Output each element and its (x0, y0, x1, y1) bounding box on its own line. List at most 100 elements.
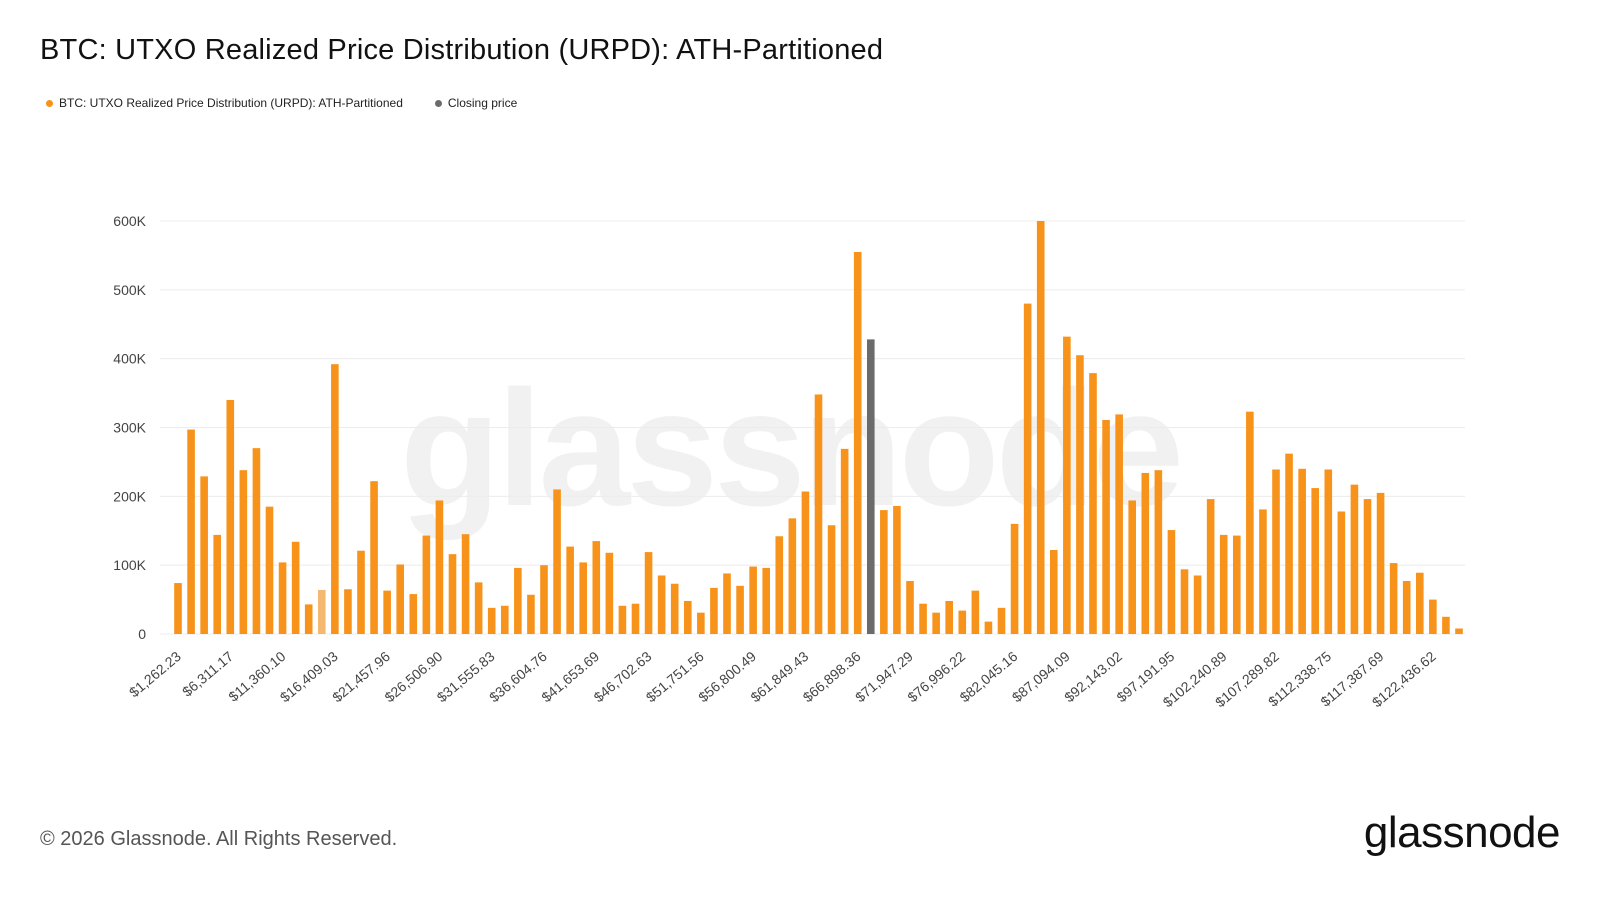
urpd-bar[interactable] (736, 585, 744, 634)
urpd-bar[interactable] (239, 470, 248, 634)
urpd-bar[interactable] (1402, 581, 1411, 634)
urpd-bar[interactable] (618, 605, 627, 634)
urpd-bar[interactable] (1193, 575, 1202, 634)
urpd-bar[interactable] (1272, 469, 1280, 634)
urpd-bar[interactable] (906, 581, 914, 634)
urpd-bar[interactable] (291, 541, 300, 634)
urpd-bar[interactable] (762, 567, 771, 634)
urpd-bar[interactable] (487, 607, 496, 634)
urpd-bar[interactable] (749, 566, 757, 634)
urpd-bar[interactable] (723, 573, 731, 634)
urpd-bar[interactable] (984, 621, 993, 634)
urpd-bar[interactable] (174, 583, 182, 634)
legend-item-closing-price[interactable]: Closing price (434, 96, 517, 110)
urpd-bar[interactable] (1102, 419, 1110, 634)
urpd-bar[interactable] (1259, 509, 1267, 634)
urpd-bar[interactable] (1298, 468, 1306, 634)
urpd-bar[interactable] (1455, 628, 1463, 634)
urpd-bar[interactable] (919, 603, 927, 634)
urpd-bar[interactable] (880, 510, 888, 634)
urpd-bar[interactable] (1076, 355, 1084, 634)
urpd-bar[interactable] (1442, 616, 1450, 634)
urpd-bar[interactable] (697, 612, 705, 634)
closing-price-bar[interactable] (866, 339, 875, 634)
urpd-bar[interactable] (670, 583, 679, 634)
urpd-bar[interactable] (500, 605, 509, 634)
urpd-bar[interactable] (1023, 303, 1032, 634)
urpd-bar[interactable] (540, 565, 548, 634)
urpd-bar[interactable] (801, 491, 810, 634)
urpd-bar[interactable] (1128, 500, 1137, 634)
legend-item-urpd[interactable]: BTC: UTXO Realized Price Distribution (U… (46, 96, 403, 110)
urpd-bar[interactable] (997, 607, 1006, 634)
urpd-bar[interactable] (971, 590, 980, 634)
urpd-bar[interactable] (1285, 453, 1293, 634)
urpd-bar[interactable] (1363, 499, 1372, 634)
urpd-bar[interactable] (383, 590, 391, 634)
urpd-bar[interactable] (1311, 488, 1320, 634)
urpd-bar[interactable] (304, 604, 313, 634)
urpd-bar[interactable] (932, 612, 940, 634)
urpd-bar[interactable] (644, 552, 653, 634)
urpd-bar[interactable] (344, 589, 352, 634)
urpd-bar[interactable] (474, 582, 483, 635)
urpd-bar[interactable] (853, 251, 862, 634)
urpd-bar[interactable] (1141, 472, 1150, 634)
urpd-bar[interactable] (1089, 373, 1097, 634)
urpd-bar[interactable] (579, 562, 588, 634)
urpd-bar[interactable] (1429, 599, 1437, 634)
urpd-bar[interactable] (357, 550, 365, 634)
urpd-bar[interactable] (893, 505, 901, 634)
urpd-bar[interactable] (1036, 221, 1045, 634)
urpd-bar[interactable] (1115, 414, 1123, 634)
urpd-bar[interactable] (1063, 336, 1071, 634)
urpd-bar[interactable] (409, 594, 418, 634)
urpd-bar[interactable] (213, 534, 222, 634)
urpd-bar[interactable] (814, 394, 823, 634)
urpd-bar[interactable] (1324, 469, 1333, 634)
urpd-bar[interactable] (1415, 572, 1424, 634)
urpd-bar[interactable] (683, 600, 692, 634)
urpd-bar[interactable] (461, 534, 470, 634)
urpd-bar[interactable] (1246, 411, 1254, 634)
urpd-bar[interactable] (1232, 535, 1241, 634)
urpd-bar[interactable] (710, 587, 718, 634)
urpd-bar[interactable] (631, 603, 640, 634)
urpd-bar[interactable] (1350, 484, 1359, 634)
urpd-bar[interactable] (252, 448, 261, 634)
urpd-bar[interactable] (527, 594, 535, 634)
urpd-bar[interactable] (1389, 563, 1398, 634)
urpd-bar[interactable] (435, 500, 444, 634)
urpd-bar[interactable] (1219, 534, 1228, 634)
urpd-bar[interactable] (657, 575, 666, 634)
urpd-bar[interactable] (958, 610, 967, 634)
urpd-bar[interactable] (1010, 523, 1019, 634)
urpd-bar[interactable] (1049, 550, 1058, 634)
urpd-bar[interactable] (945, 600, 954, 634)
urpd-bar[interactable] (592, 541, 601, 634)
urpd-bar[interactable] (265, 506, 274, 634)
urpd-bar[interactable] (788, 518, 797, 634)
urpd-bar[interactable] (370, 481, 378, 634)
urpd-bar[interactable] (317, 589, 326, 634)
urpd-bar[interactable] (514, 567, 522, 634)
urpd-bar[interactable] (1337, 511, 1346, 634)
urpd-bar[interactable] (200, 476, 208, 634)
urpd-bar[interactable] (1206, 499, 1215, 634)
urpd-bar[interactable] (422, 535, 431, 634)
urpd-bar[interactable] (187, 429, 195, 634)
urpd-bar[interactable] (1167, 530, 1176, 634)
urpd-bar[interactable] (226, 399, 235, 634)
urpd-bar[interactable] (840, 448, 849, 634)
urpd-bar[interactable] (566, 546, 574, 634)
urpd-bar[interactable] (775, 536, 784, 634)
urpd-bar[interactable] (1154, 470, 1163, 634)
urpd-bar[interactable] (553, 489, 561, 634)
urpd-bar[interactable] (827, 525, 836, 634)
urpd-bar[interactable] (1376, 492, 1385, 634)
glassnode-logo[interactable]: glassnode (1363, 808, 1561, 857)
urpd-bar[interactable] (396, 564, 405, 634)
urpd-bar[interactable] (605, 552, 614, 634)
urpd-bar[interactable] (1180, 569, 1189, 634)
urpd-bar[interactable] (331, 364, 339, 634)
